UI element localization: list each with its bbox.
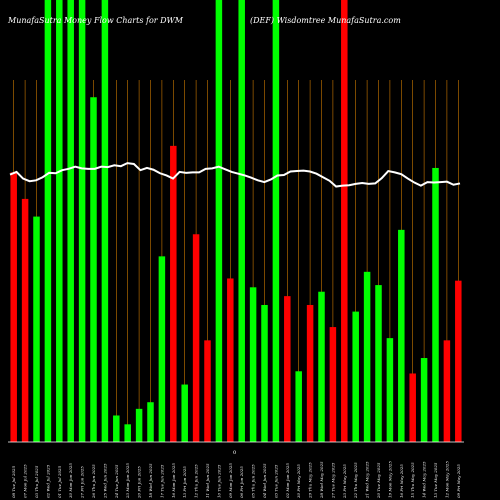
- average-line: [9, 162, 461, 188]
- x-tick-label: 30 Mon Jun 2025: [68, 463, 73, 498]
- x-tick-label: 16 Mon Jun 2025: [171, 463, 176, 498]
- x-tick-label: 17 Tue Jun 2025: [159, 464, 164, 498]
- x-tick-label: 12 Thu Jun 2025: [194, 464, 199, 498]
- x-tick-label: 20 Fri Jun 2025: [137, 466, 142, 499]
- flow-bar: [44, 0, 52, 442]
- x-tick-label: 04 Wed Jun 2025: [262, 463, 267, 498]
- x-tick-label: 25 Wed Jun 2025: [102, 463, 107, 499]
- x-tick-label: 14 Wed May 2025: [422, 461, 427, 498]
- x-tick-labels: 08 Tue Jul 2025 07 Mon Jul 2025 03 Thu Jul…: [11, 461, 461, 499]
- flow-bar: [318, 291, 325, 442]
- flow-bar: [272, 0, 280, 442]
- flow-bar: [375, 285, 382, 442]
- flow-bar: [33, 216, 40, 442]
- x-tick-label: 05 Thu Jun 2025: [251, 464, 256, 498]
- x-tick-label: 18 Wed Jun 2025: [148, 463, 153, 498]
- x-tick-label: 12 Mon May 2025: [444, 461, 449, 498]
- flow-bar: [21, 198, 29, 442]
- x-tick-label: 29 Thu May 2025: [308, 462, 313, 499]
- flow-bar: [101, 0, 109, 442]
- x-tick-label: 06 Fri Jun 2025: [239, 466, 244, 498]
- flow-bar: [124, 424, 131, 442]
- x-tick-label: 30 Fri May 2025: [296, 464, 301, 498]
- flow-bar: [67, 0, 74, 442]
- x-tick-label: 02 Wed Jul 2025: [45, 464, 50, 498]
- flow-bar: [10, 172, 17, 442]
- flow-bar: [443, 340, 451, 442]
- x-tick-label: 03 Tue Jun 2025: [273, 464, 278, 498]
- x-tick-label: 19 Mon May 2025: [387, 461, 392, 498]
- chart-subtitle: (DEF) Wisdomtree MunafaSutra.com: [250, 16, 401, 25]
- x-tick-label: 22 Thu May 2025: [353, 462, 358, 499]
- flow-bar: [306, 304, 314, 442]
- x-tick-label: 26 Thu Jun 2025: [91, 464, 96, 499]
- flow-bar: [363, 271, 371, 442]
- flow-bar: [420, 358, 428, 442]
- x-tick-label: 02 Mon Jun 2025: [285, 463, 290, 498]
- flow-bar: [455, 280, 462, 442]
- flow-bar: [249, 287, 257, 442]
- flow-bar: [90, 97, 97, 443]
- flow-bar: [56, 0, 63, 442]
- x-tick-label: 15 Thu May 2025: [410, 462, 415, 498]
- flow-bar: [215, 0, 223, 442]
- x-tick-label: 24 Tue Jun 2025: [114, 464, 119, 499]
- flow-bar: [386, 338, 394, 442]
- x-tick-label: 08 Tue Jul 2025: [11, 465, 16, 498]
- flow-bar: [181, 384, 188, 442]
- x-tick-label: 13 Tue May 2025: [433, 462, 438, 498]
- flow-bar: [341, 0, 348, 442]
- x-tick-label: 23 Mon Jun 2025: [125, 463, 130, 499]
- flow-bar: [113, 415, 120, 442]
- flow-bar: [409, 373, 416, 442]
- flow-bar: [295, 371, 302, 442]
- flow-bar: [158, 256, 166, 442]
- x-tick-label: 13 Fri Jun 2025: [182, 466, 187, 498]
- flow-bar: [147, 402, 154, 442]
- x-tick-label: 10 Tue Jun 2025: [216, 464, 221, 498]
- flow-bar: [238, 0, 245, 442]
- flow-bar: [432, 167, 439, 442]
- flow-bar: [284, 296, 291, 442]
- x-tick-label: 07 Mon Jul 2025: [23, 464, 28, 498]
- x-tick-label: 27 Tue May 2025: [330, 462, 335, 499]
- flow-bar: [329, 327, 337, 442]
- x-tick-label: 09 Fri May 2025: [456, 464, 461, 498]
- chart-title: MunafaSutra Money Flow Charts for DWM: [7, 16, 184, 25]
- flow-bar: [170, 145, 177, 443]
- flow-bar: [135, 408, 143, 442]
- x-tick-label: 21 Wed May 2025: [365, 461, 370, 499]
- x-tick-label: 09 Mon Jun 2025: [228, 463, 233, 498]
- flow-bar: [352, 311, 359, 442]
- flow-bar: [78, 0, 86, 442]
- x-tick-label: 01 Tue Jul 2025: [57, 465, 62, 498]
- zero-label: 0: [233, 450, 236, 456]
- flow-bar: [192, 234, 200, 442]
- x-tick-label: 27 Fri Jun 2025: [80, 466, 85, 499]
- x-tick-label: 23 Fri May 2025: [342, 464, 347, 499]
- x-tick-label: 16 Fri May 2025: [399, 464, 404, 498]
- flow-bar: [261, 304, 268, 442]
- flow-bar: [398, 229, 405, 442]
- x-tick-label: 20 Tue May 2025: [376, 462, 381, 499]
- x-tick-label: 28 Wed May 2025: [319, 461, 324, 499]
- x-tick-label: 11 Wed Jun 2025: [205, 463, 210, 498]
- x-tick-label: 03 Thu Jul 2025: [34, 465, 39, 498]
- flow-bar: [204, 340, 211, 442]
- flow-bar: [227, 278, 234, 442]
- money-flow-bars: [10, 0, 462, 443]
